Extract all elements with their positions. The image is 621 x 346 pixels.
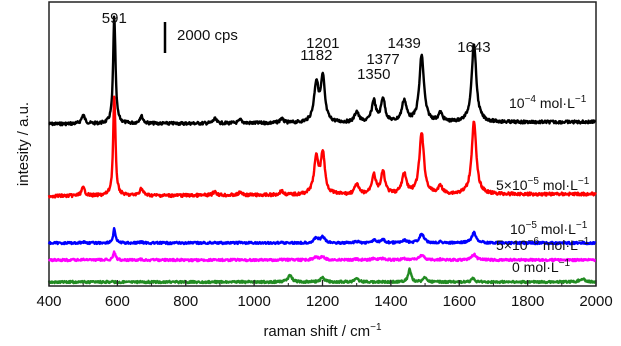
peak-label-591: 591 xyxy=(102,10,127,27)
series-line-3 xyxy=(47,250,597,263)
series-label-1: 5×10−5 mol·L−1 xyxy=(496,176,590,193)
series-label-2: 10−5 mol·L−1 xyxy=(510,220,588,237)
series-line-1 xyxy=(47,95,597,199)
peak-label-1182: 1182 xyxy=(300,47,332,64)
x-tick-label-1400: 1400 xyxy=(374,293,407,310)
series-line-0 xyxy=(48,15,597,127)
x-tick-label-600: 600 xyxy=(105,293,130,310)
x-tick-label-1000: 1000 xyxy=(237,293,270,310)
x-tick-label-2000: 2000 xyxy=(579,293,612,310)
axis-layer: 400 600 800 1000 1200 1400 1600 1800 2000 raman s… xyxy=(15,102,613,340)
y-axis-title: intesity / a.u. xyxy=(15,102,32,186)
peak-label-1643: 1643 xyxy=(457,39,490,56)
peak-label-1377: 1377 xyxy=(366,51,399,68)
series-layer xyxy=(47,15,597,285)
series-line-2 xyxy=(47,227,597,246)
peak-label-1439: 1439 xyxy=(388,35,421,52)
series-label-3: 5×10−6 mol·L−1 xyxy=(496,236,590,253)
peak-label-1201: 1201 xyxy=(306,35,339,52)
series-label-0: 10−4 mol·L−1 xyxy=(509,94,587,111)
x-tick-label-1600: 1600 xyxy=(443,293,476,310)
series-line-4 xyxy=(47,267,597,285)
annotation-layer: 10−4 mol·L−1 5×10−5 mol·L−1 10−5 mol·L−15×… xyxy=(102,10,590,275)
scale-bar-label: 2000 cps xyxy=(177,27,238,44)
x-tick-label-800: 800 xyxy=(173,293,198,310)
peak-label-1350: 1350 xyxy=(357,66,390,83)
series-label-4: 0 mol·L−1 xyxy=(512,258,571,275)
x-tick-label-1800: 1800 xyxy=(511,293,544,310)
x-tick-label-400: 400 xyxy=(36,293,61,310)
x-axis-title: raman shift / cm−1 xyxy=(263,322,382,340)
x-tick-label-1200: 1200 xyxy=(306,293,339,310)
